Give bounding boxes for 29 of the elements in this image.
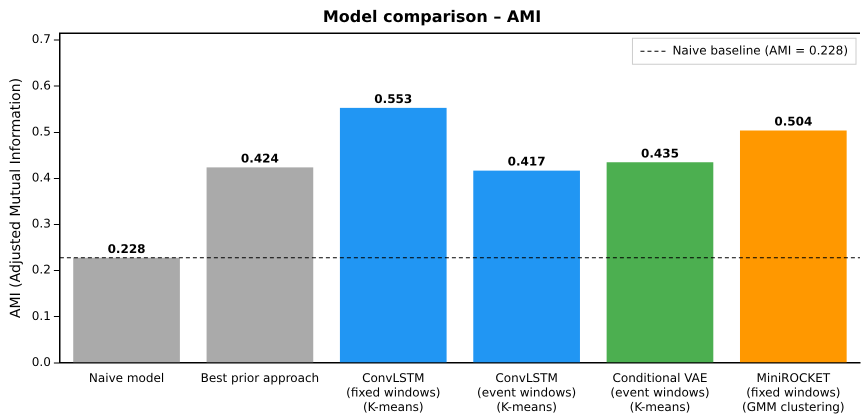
x-tick-label: ConvLSTM (event windows) (K-means) xyxy=(477,371,576,414)
x-tick-label: Naive model xyxy=(88,371,164,386)
bar xyxy=(206,167,314,362)
y-tick-label: 0.2 xyxy=(32,262,51,277)
data-label: 0.424 xyxy=(240,151,279,166)
y-axis-title: AMI (Adjusted Mutual Information) xyxy=(8,78,24,318)
y-tick-label: 0.6 xyxy=(32,78,51,92)
data-label: 0.435 xyxy=(640,146,679,160)
y-tick-label: 0.4 xyxy=(32,170,51,185)
y-tick-label: 0.3 xyxy=(32,216,51,231)
y-tick-label: 0.7 xyxy=(32,32,51,46)
x-tick-label: Conditional VAE (event windows) (K-means) xyxy=(610,371,710,414)
bar xyxy=(340,108,447,362)
bar xyxy=(73,258,180,362)
data-label: 0.417 xyxy=(508,154,546,169)
x-tick-label: ConvLSTM (fixed windows) (K-means) xyxy=(346,371,440,414)
data-label: 0.504 xyxy=(774,114,812,129)
legend-label: Naive baseline (AMI = 0.228) xyxy=(672,43,848,58)
y-tick-label: 0.0 xyxy=(32,354,51,369)
y-tick-label: 0.5 xyxy=(32,124,51,138)
bar xyxy=(606,162,714,362)
chart-title: Model comparison – AMI xyxy=(322,6,542,26)
data-label: 0.553 xyxy=(374,92,412,106)
y-tick-label: 0.1 xyxy=(32,308,51,323)
data-label: 0.228 xyxy=(108,242,146,256)
bar xyxy=(473,170,580,362)
x-tick-label: MiniROCKET (fixed windows) (GMM clustering) xyxy=(742,371,845,414)
x-tick-label: Best prior approach xyxy=(200,371,320,386)
bar xyxy=(740,130,847,362)
